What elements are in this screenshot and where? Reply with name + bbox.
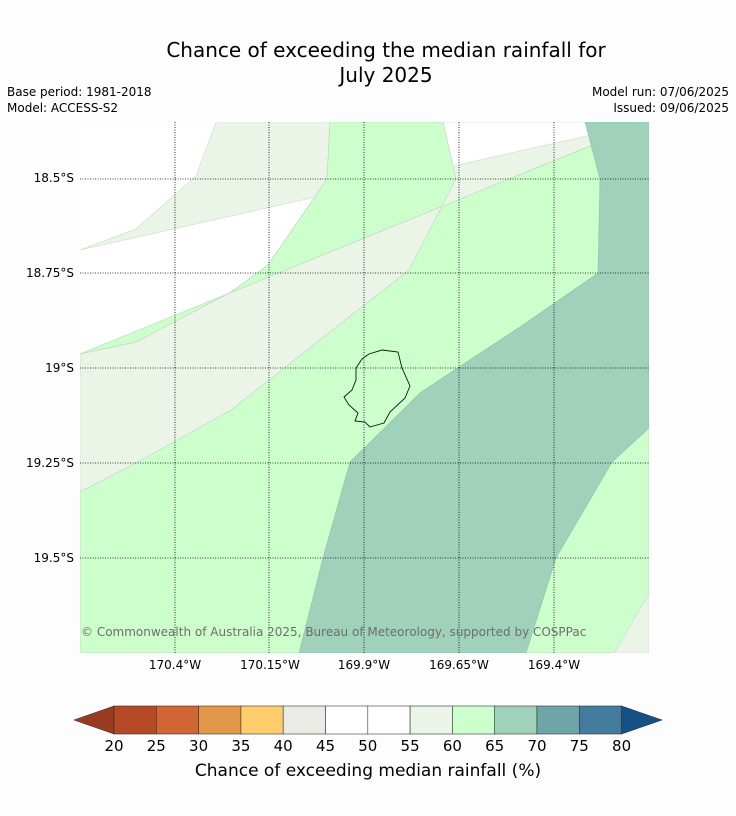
chart-title: Chance of exceeding the median rainfall … [0,38,736,88]
meta-right: Model run: 07/06/2025 Issued: 09/06/2025 [592,84,729,116]
longitude-label: 170.4°W [149,658,201,672]
model-label: Model: ACCESS-S2 [7,101,119,115]
colorbar-segment [536,705,580,735]
colorbar-tick-label: 70 [527,737,546,755]
colorbar-title: Chance of exceeding median rainfall (%) [194,761,542,781]
colorbar-tick-label: 20 [104,737,123,755]
colorbar-segment [282,705,326,735]
colorbar-segment [409,705,453,735]
colorbar-tick-label: 80 [612,737,631,755]
colorbar-tick-label: 25 [147,737,166,755]
latitude-label: 18.75°S [26,266,74,280]
colorbar-tick-label: 30 [189,737,208,755]
colorbar-segment [367,705,411,735]
colorbar-tick-label: 75 [570,737,589,755]
grid-lines [80,122,649,653]
model-run-label: Model run: 07/06/2025 [591,85,729,99]
latitude-labels: 18.5°S 18.75°S 19°S 19.25°S 19.5°S [26,171,74,565]
colorbar-tick-label: 50 [358,737,377,755]
longitude-labels: 170.4°W 170.15°W 169.9°W 169.65°W 169.4°W [149,658,580,672]
colorbar-tick-label: 40 [274,737,293,755]
colorbar-segment [240,705,284,735]
colorbar-segment [156,705,199,735]
longitude-label: 170.15°W [240,658,300,672]
longitude-label: 169.65°W [429,658,489,672]
colorbar-tick-label: 45 [316,737,335,755]
colorbar-tick-label: 65 [485,737,504,755]
colorbar-tick-label: 60 [443,737,462,755]
colorbar-segment [198,705,242,735]
colorbar-tick-label: 55 [401,737,420,755]
longitude-label: 169.9°W [338,658,390,672]
colorbar-segment [578,705,622,735]
colorbar-tick-label: 35 [231,737,250,755]
meta-left: Base period: 1981-2018 Model: ACCESS-S2 [7,84,152,116]
title-line-1: Chance of exceeding the median rainfall … [166,38,606,62]
colorbar: 20 25 30 35 40 45 50 55 60 65 70 75 80 [73,705,663,755]
colorbar-segment [325,705,369,735]
colorbar-under-arrow [73,705,115,735]
zone-60-65-corner [613,593,649,653]
contour-layer [80,122,649,653]
colorbar-segment [452,705,495,735]
latitude-label: 19.25°S [26,456,74,470]
longitude-label: 169.4°W [528,658,580,672]
colorbar-over-arrow [621,705,663,735]
issued-label: Issued: 09/06/2025 [613,101,729,115]
latitude-label: 19°S [45,361,74,375]
niue-coastline [343,349,411,428]
colorbar-segment [494,705,538,735]
copyright-credit: © Commonwealth of Australia 2025, Bureau… [81,625,587,639]
latitude-label: 18.5°S [34,171,74,185]
base-period-label: Base period: 1981-2018 [7,85,152,99]
latitude-label: 19.5°S [34,551,74,565]
title-line-2: July 2025 [339,63,433,87]
colorbar-segment [113,705,157,735]
